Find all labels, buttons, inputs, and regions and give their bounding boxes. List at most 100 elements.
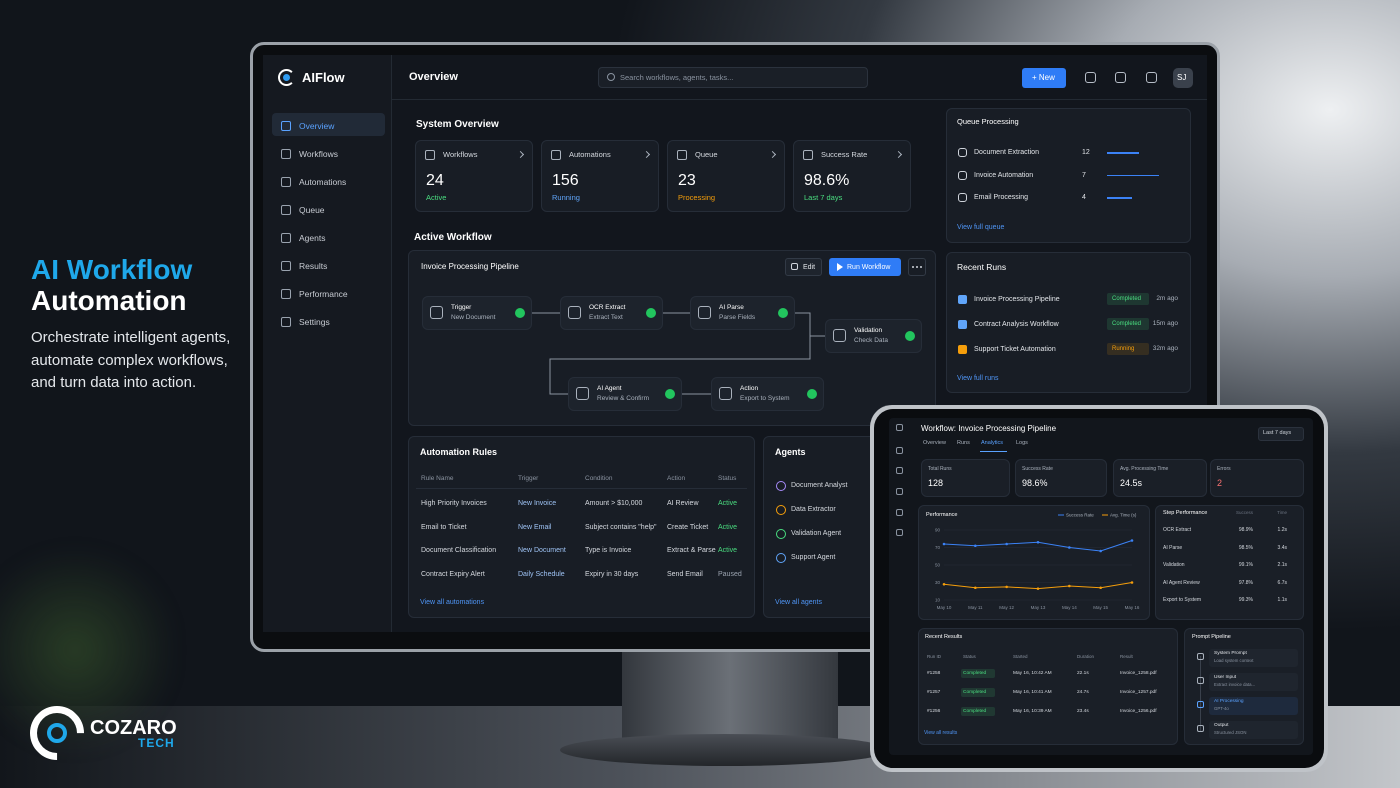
- x-tick-label: May 16: [1125, 605, 1140, 610]
- range-pill: [1258, 427, 1304, 441]
- monitor-base: [560, 734, 890, 766]
- workflow-node: [422, 296, 532, 330]
- stat-value: 156: [552, 172, 579, 189]
- run-name: Support Ticket Automation: [974, 346, 1056, 353]
- queue-count: 7: [1082, 171, 1086, 179]
- icon: [776, 481, 786, 491]
- panel-title: Recent Runs: [957, 262, 1007, 272]
- table-cell: AI Review: [667, 500, 699, 507]
- run-label: Run Workflow: [847, 264, 891, 271]
- table-cell: Paused: [718, 570, 742, 578]
- node-title: Validation: [854, 327, 883, 334]
- icon: [896, 424, 903, 431]
- status-badge: [1107, 318, 1149, 330]
- table-cell: Email to Ticket: [421, 523, 467, 531]
- icon: [958, 148, 967, 157]
- dot: [916, 266, 918, 268]
- section-title: Active Workflow: [414, 232, 492, 243]
- table-header: Success: [1235, 510, 1253, 515]
- table-header: Started: [1013, 654, 1028, 659]
- table-cell: Export to System: [1163, 597, 1202, 603]
- icon: [281, 149, 291, 159]
- stat-label: Total Runs: [928, 466, 952, 472]
- queue-bar: [1107, 152, 1139, 154]
- table-header: Trigger: [518, 475, 539, 482]
- table-cell: Create Ticket: [667, 523, 709, 531]
- icon: [607, 73, 615, 81]
- stat-value: 24.5s: [1120, 478, 1143, 488]
- node-title: OCR Extract: [589, 304, 626, 311]
- icon: [1115, 72, 1126, 83]
- table-cell: Completed: [963, 690, 987, 695]
- pipeline-line: [1200, 656, 1201, 732]
- data-point: [974, 544, 977, 548]
- panel-link: View full queue: [957, 224, 1005, 231]
- tablet-stat: [1210, 459, 1304, 497]
- icon: [281, 177, 291, 187]
- stat-label: Workflows: [443, 150, 478, 159]
- step-detail: Structured JSON: [1214, 730, 1247, 735]
- table-cell: 3.4s: [1277, 544, 1287, 551]
- promo-tagline: Orchestrate intelligent agents,: [31, 329, 231, 346]
- workflow-name: Invoice Processing Pipeline: [421, 262, 519, 271]
- runs-panel: [946, 252, 1191, 393]
- stat-sub: Running: [552, 193, 580, 202]
- app-logo-dot: [283, 74, 290, 81]
- icon: [1197, 701, 1204, 708]
- nav-item: Automations: [299, 177, 347, 187]
- tablet-title: Workflow: Invoice Processing Pipeline: [921, 424, 1057, 433]
- stat-sub: Last 7 days: [804, 193, 843, 202]
- panel-title: Recent Results: [925, 634, 963, 640]
- app-logo: AIFlow: [302, 70, 345, 85]
- promo-tagline: automate complex workflows,: [31, 351, 228, 369]
- stat-label: Queue: [695, 150, 718, 159]
- table-cell: Active: [718, 547, 738, 554]
- table-header: Result: [1120, 654, 1133, 659]
- icon: [281, 317, 291, 327]
- stat-value: 98.6%: [1022, 478, 1048, 488]
- status-badge: [1107, 343, 1149, 355]
- table-cell: 98.9%: [1238, 527, 1253, 533]
- table-cell: #1257: [927, 690, 941, 695]
- workflow-node: [560, 296, 663, 330]
- icon: [896, 509, 903, 516]
- icon: [776, 505, 786, 515]
- table-cell: 22.1s: [1077, 671, 1089, 676]
- table-cell: Validation: [1163, 562, 1185, 568]
- x-tick-label: May 13: [1031, 605, 1046, 610]
- table-cell: 6.7s: [1277, 579, 1287, 586]
- x-tick-label: May 11: [968, 605, 983, 610]
- status-badge: [1107, 293, 1149, 305]
- table-cell: Invoice_1258.pdf: [1120, 671, 1157, 676]
- icon: [576, 387, 589, 400]
- x-tick-label: May 10: [937, 605, 952, 610]
- icon: [1085, 72, 1096, 83]
- step-box: [1209, 649, 1298, 667]
- node-check: [905, 331, 915, 341]
- table-cell: High Priority Invoices: [421, 500, 487, 507]
- run-name: Invoice Processing Pipeline: [974, 296, 1060, 303]
- table-header: Status: [963, 654, 976, 659]
- status-badge: [961, 669, 995, 678]
- node-subtitle: Review & Confirm: [597, 395, 650, 402]
- node-subtitle: New Document: [451, 314, 496, 321]
- table-header: Rule Name: [421, 475, 454, 482]
- run-time: 2m ago: [1156, 295, 1178, 302]
- table-cell: Active: [718, 500, 738, 507]
- node-title: AI Parse: [719, 304, 744, 311]
- tab: Runs: [957, 440, 970, 446]
- step-title: Output: [1214, 723, 1229, 728]
- tablet-stat: [921, 459, 1010, 497]
- queue-name: Document Extraction: [974, 149, 1039, 156]
- edit-label: Edit: [803, 264, 816, 271]
- tab: Overview: [923, 440, 946, 446]
- stat-label: Avg. Processing Time: [1120, 466, 1169, 472]
- icon: [896, 447, 903, 454]
- agent-name: Validation Agent: [791, 530, 842, 537]
- data-point: [974, 586, 977, 590]
- more-button: [908, 258, 926, 276]
- table-cell: New Document: [518, 547, 566, 554]
- icon: [281, 289, 291, 299]
- table-cell: Completed: [963, 671, 987, 676]
